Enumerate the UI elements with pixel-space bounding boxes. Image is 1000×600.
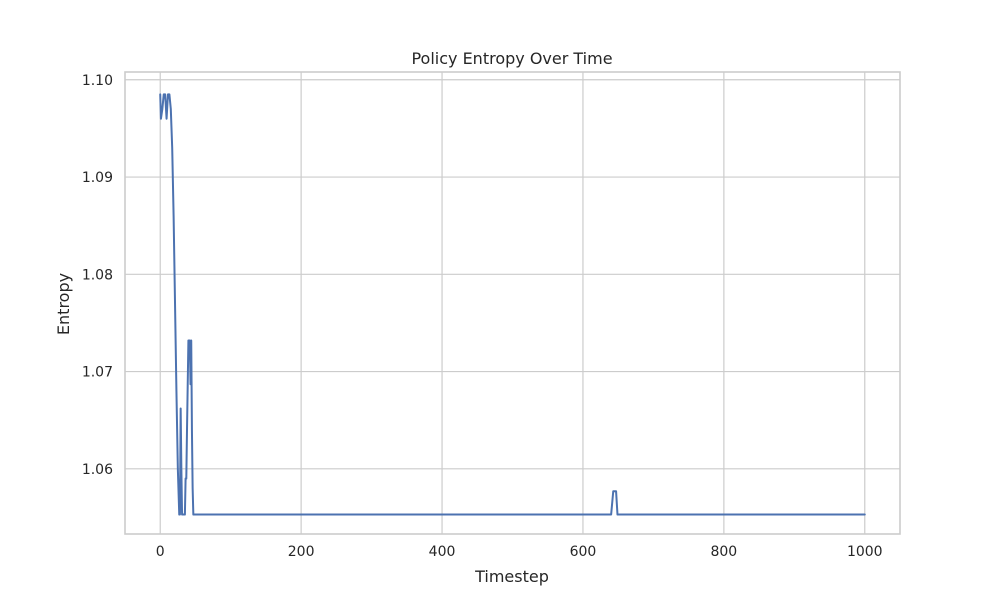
y-axis-label: Entropy — [54, 273, 73, 335]
y-tick-label: 1.06 — [82, 462, 113, 478]
x-tick-label: 600 — [570, 544, 597, 560]
plot-frame — [124, 71, 901, 535]
chart-title: Policy Entropy Over Time — [411, 49, 612, 68]
x-tick-label: 0 — [156, 544, 165, 560]
grid — [125, 72, 900, 534]
x-tick-label: 800 — [710, 544, 737, 560]
y-tick-label: 1.07 — [82, 365, 113, 381]
entropy-series-line — [159, 93, 866, 516]
x-tick-label: 200 — [288, 544, 315, 560]
y-tick-label: 1.10 — [82, 73, 113, 89]
y-tick-label: 1.08 — [82, 267, 113, 283]
y-ticks: 1.06 1.07 1.08 1.09 1.10 — [82, 73, 113, 478]
y-tick-label: 1.09 — [82, 170, 113, 186]
x-ticks: 0 200 400 600 800 1000 — [156, 544, 883, 560]
x-tick-label: 400 — [429, 544, 456, 560]
x-tick-label: 1000 — [847, 544, 883, 560]
series-layer — [159, 93, 866, 516]
x-axis-label: Timestep — [474, 567, 549, 586]
